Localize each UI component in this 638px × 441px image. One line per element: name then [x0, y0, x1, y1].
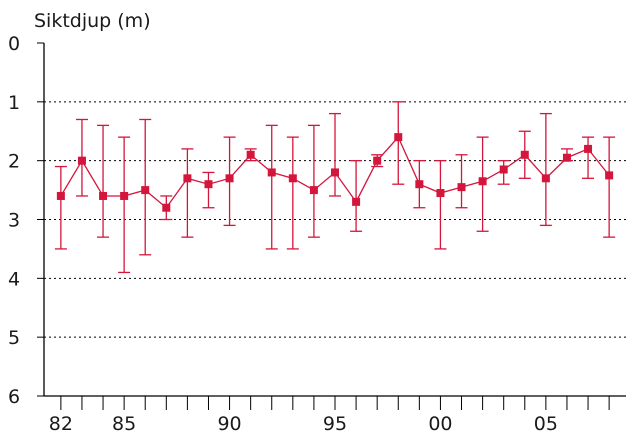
y-tick-label: 4	[8, 268, 20, 290]
data-point	[331, 168, 339, 177]
data-point	[605, 171, 614, 180]
y-tick-label: 0	[8, 33, 20, 55]
data-point	[288, 174, 297, 183]
data-points	[56, 133, 614, 212]
x-tick-label: 05	[534, 413, 558, 435]
x-ticks: 82 85 90 95 00 05	[49, 396, 610, 435]
data-point	[141, 186, 150, 195]
y-tick-label: 2	[8, 151, 20, 173]
data-point	[499, 165, 508, 174]
data-point	[99, 191, 108, 200]
data-point	[120, 191, 129, 200]
y-tick-label: 5	[8, 327, 20, 349]
y-tick-label: 1	[8, 92, 20, 114]
y-tick-labels: 0 1 2 3 4 5 6	[8, 33, 44, 408]
data-point	[204, 180, 213, 189]
data-point	[309, 186, 318, 195]
y-axis-label: Siktdjup (m)	[34, 10, 151, 32]
data-point	[56, 191, 65, 200]
data-point	[562, 153, 571, 162]
gridlines	[44, 101, 626, 338]
x-tick-label: 82	[49, 413, 73, 435]
data-point	[541, 174, 550, 183]
data-point	[373, 156, 382, 165]
data-point	[267, 168, 276, 177]
data-point	[584, 144, 593, 153]
data-point	[77, 156, 86, 165]
data-point	[225, 174, 234, 183]
data-point	[352, 197, 361, 206]
data-point	[162, 203, 171, 212]
data-point	[478, 177, 487, 186]
data-point	[183, 174, 192, 183]
y-tick-label: 6	[8, 386, 20, 408]
error-bars	[54, 101, 616, 274]
data-point	[246, 150, 255, 159]
x-tick-label: 95	[323, 413, 347, 435]
data-point	[520, 150, 529, 159]
x-tick-label: 85	[112, 413, 136, 435]
data-point	[394, 133, 403, 142]
data-point	[457, 183, 466, 192]
x-tick-label: 90	[217, 413, 241, 435]
x-tick-label: 00	[428, 413, 452, 435]
y-tick-label: 3	[8, 210, 20, 232]
data-point	[415, 180, 424, 189]
data-point	[436, 189, 445, 198]
